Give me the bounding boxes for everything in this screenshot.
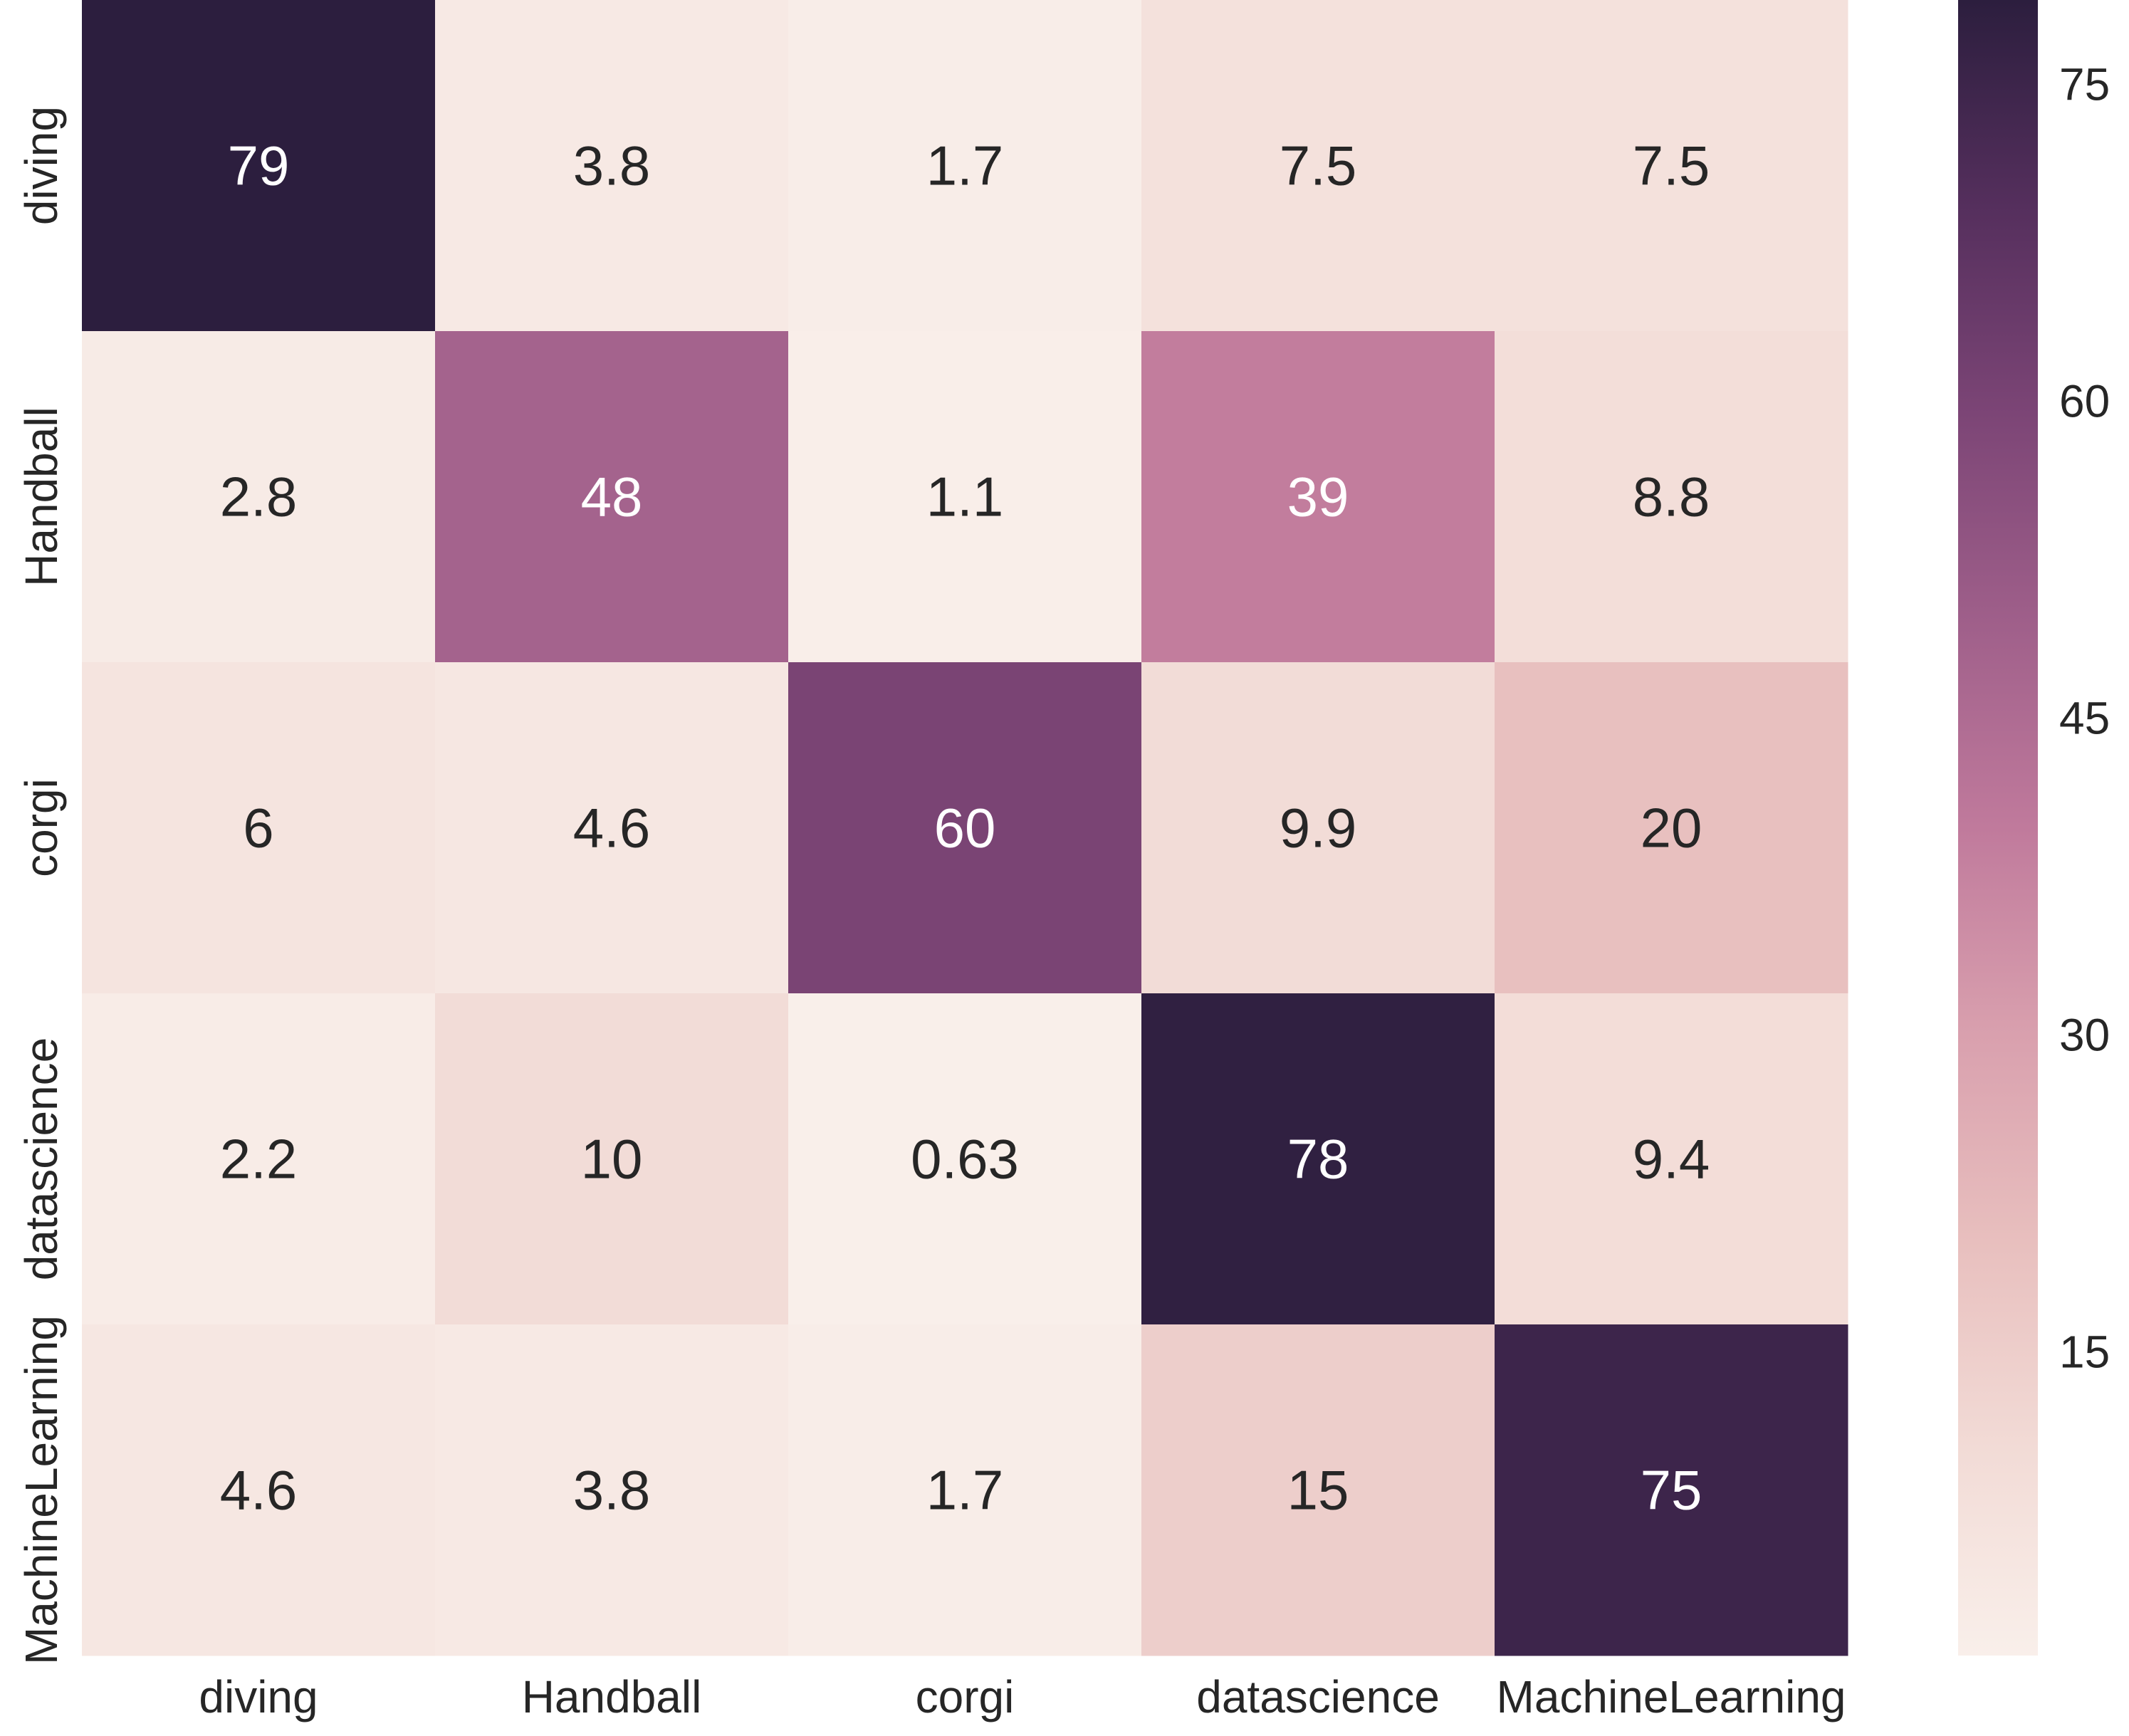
heatmap-cell <box>435 0 789 332</box>
heatmap-cell <box>1495 993 1848 1325</box>
y-tick-label: MachineLearning <box>16 1315 67 1665</box>
heatmap-cell <box>1141 1324 1495 1656</box>
cell-annotation: 15 <box>1287 1459 1349 1522</box>
colorbar-tick-label: 15 <box>2059 1327 2110 1378</box>
cell-annotation: 7.5 <box>1280 135 1356 197</box>
cell-annotation: 0.63 <box>911 1128 1019 1191</box>
heatmap-cell <box>1141 662 1495 994</box>
heatmap-cell <box>788 1324 1142 1656</box>
cell-annotation: 48 <box>581 466 643 528</box>
cell-annotation: 60 <box>934 797 996 859</box>
cell-annotation: 4.6 <box>573 797 650 859</box>
cell-annotation: 2.8 <box>220 466 297 528</box>
heatmap-cell <box>1141 331 1495 663</box>
cell-annotation: 10 <box>581 1128 643 1191</box>
heatmap-cell <box>1495 1324 1848 1656</box>
cell-annotation: 2.2 <box>220 1128 297 1191</box>
x-axis-tick-labels: diving Handball corgi datascience MachineLea… <box>199 1671 1846 1722</box>
cell-annotation: 1.7 <box>926 1459 1003 1522</box>
cell-annotation: 9.9 <box>1280 797 1356 859</box>
heatmap-cell <box>1495 331 1848 663</box>
cell-annotation: 75 <box>1641 1459 1702 1522</box>
x-tick-label: diving <box>199 1671 318 1722</box>
heatmap-cell <box>435 1324 789 1656</box>
heatmap-cell <box>1495 0 1848 332</box>
x-tick-label: datascience <box>1196 1671 1440 1722</box>
y-tick-label: diving <box>16 106 67 225</box>
cell-annotation: 9.4 <box>1633 1128 1710 1191</box>
y-axis-tick-labels: diving Handball corgi datascience MachineLea… <box>16 106 67 1665</box>
heatmap-cell <box>788 0 1142 332</box>
colorbar-tick-label: 45 <box>2059 693 2110 744</box>
heatmap-cell <box>82 1324 436 1656</box>
heatmap-cells <box>82 0 1848 1656</box>
heatmap-cell <box>1141 0 1495 332</box>
cell-annotation: 3.8 <box>573 1459 650 1522</box>
cell-annotation: 1.1 <box>926 466 1003 528</box>
colorbar: 15 30 45 60 75 <box>1958 0 2110 1656</box>
heatmap-cell <box>82 0 436 332</box>
y-tick-label: corgi <box>16 778 67 877</box>
cell-annotation: 6 <box>243 797 273 859</box>
y-tick-label: datascience <box>16 1037 67 1281</box>
heatmap-cell <box>435 993 789 1325</box>
heatmap-cell <box>82 993 436 1325</box>
x-tick-label: Handball <box>522 1671 702 1722</box>
cell-annotation: 7.5 <box>1633 135 1710 197</box>
heatmap-cell <box>1495 662 1848 994</box>
cell-annotation: 4.6 <box>220 1459 297 1522</box>
heatmap-cell <box>788 662 1142 994</box>
colorbar-gradient <box>1958 0 2038 1656</box>
cell-annotation: 79 <box>228 135 290 197</box>
cell-annotation: 78 <box>1287 1128 1349 1191</box>
y-tick-label: Handball <box>16 407 67 587</box>
heatmap-cell <box>435 662 789 994</box>
colorbar-tick-label: 30 <box>2059 1010 2110 1061</box>
cell-annotation: 39 <box>1287 466 1349 528</box>
x-tick-label: MachineLearning <box>1497 1671 1846 1722</box>
heatmap-cell <box>788 993 1142 1325</box>
heatmap-cell <box>82 331 436 663</box>
colorbar-tick-label: 75 <box>2059 59 2110 110</box>
cell-annotation: 8.8 <box>1633 466 1710 528</box>
cell-annotation: 1.7 <box>926 135 1003 197</box>
heatmap-cell <box>1141 993 1495 1325</box>
heatmap-cell <box>82 662 436 994</box>
cell-annotation: 3.8 <box>573 135 650 197</box>
x-tick-label: corgi <box>916 1671 1015 1722</box>
heatmap-cell <box>435 331 789 663</box>
heatmap-cell <box>788 331 1142 663</box>
colorbar-tick-label: 60 <box>2059 376 2110 427</box>
cell-annotation: 20 <box>1641 797 1702 859</box>
heatmap-annotations: 79 3.8 1.7 7.5 7.5 2.8 48 1.1 39 8.8 6 4.6 60 9.9 20 2.… <box>220 135 1710 1522</box>
